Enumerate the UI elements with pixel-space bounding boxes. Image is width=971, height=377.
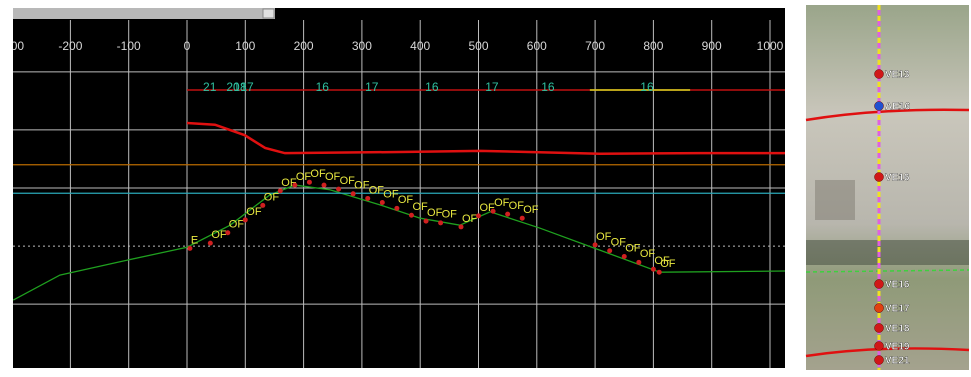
point-label: OF [211, 229, 227, 241]
point-label: OF [369, 184, 385, 196]
point-label: OF [611, 237, 627, 249]
survey-point [292, 183, 297, 188]
survey-point [260, 203, 265, 208]
map-marker [875, 356, 884, 365]
x-tick-label: 900 [702, 39, 722, 53]
survey-point [208, 241, 213, 246]
map-marker [875, 304, 884, 313]
x-tick-label: -100 [117, 39, 141, 53]
x-tick-label: 100 [235, 39, 255, 53]
screen: -300 -200 -100 0 100 200 300 400 500 600 700 800 900… [0, 0, 971, 372]
segment-label: 16 [541, 80, 555, 94]
survey-point [243, 217, 248, 222]
point-label: OF [325, 171, 341, 183]
map-marker-label: VE17 [885, 304, 910, 315]
survey-point [365, 196, 370, 201]
point-label: OF [383, 188, 399, 200]
segment-label: 21 [203, 80, 217, 94]
survey-point [607, 248, 612, 253]
x-tick-label: 500 [468, 39, 488, 53]
x-tick-label: 600 [527, 39, 547, 53]
point-label: OF [625, 242, 641, 254]
scrollbar[interactable] [13, 8, 275, 19]
point-label: OF [398, 194, 414, 206]
scroll-thumb[interactable] [263, 9, 274, 18]
survey-point [380, 200, 385, 205]
map-panel [806, 5, 969, 370]
point-label: OF [310, 168, 326, 180]
segment-label: 17 [365, 80, 379, 94]
map-marker [875, 324, 884, 333]
map-marker [875, 173, 884, 182]
structure [815, 180, 855, 220]
survey-point [278, 188, 283, 193]
point-label: OF [509, 200, 525, 212]
point-label: E [191, 234, 198, 246]
survey-point [394, 206, 399, 211]
map-marker-label: VE16 [885, 280, 910, 291]
segment-label: 16 [316, 80, 330, 94]
survey-point [438, 220, 443, 225]
survey-point [593, 242, 598, 247]
survey-point [322, 183, 327, 188]
survey-point [622, 254, 627, 259]
point-label: OF [246, 206, 262, 218]
point-label: OF [596, 231, 612, 243]
survey-point [307, 180, 312, 185]
point-label: OF [640, 248, 656, 260]
map-marker-label: AE16 [885, 102, 910, 113]
survey-point [336, 187, 341, 192]
survey-point [491, 209, 496, 214]
survey-point [657, 270, 662, 275]
x-tick-label: 1000 [757, 39, 784, 53]
point-label: OF [354, 180, 370, 192]
map-marker-label: VE19 [885, 342, 910, 353]
map-marker-label: VE18 [885, 324, 910, 335]
map-marker [875, 342, 884, 351]
point-label: OF [229, 219, 245, 231]
segment-label: 17 [485, 80, 499, 94]
survey-point [505, 212, 510, 217]
survey-point [424, 219, 429, 224]
survey-point [459, 224, 464, 229]
point-label: OF [462, 213, 478, 225]
map-marker-label: VE13 [885, 70, 910, 81]
x-tick-label: 700 [585, 39, 605, 53]
map-marker-label: VE21 [885, 356, 910, 367]
point-label: OF [442, 209, 458, 221]
segment-label: 16 [425, 80, 439, 94]
survey-point [476, 213, 481, 218]
point-label: OF [660, 258, 676, 270]
point-label: OF [523, 204, 539, 216]
point-label: OF [412, 201, 428, 213]
x-tick-label: -200 [58, 39, 82, 53]
survey-point [187, 246, 192, 251]
survey-point [225, 230, 230, 235]
map-marker [875, 102, 884, 111]
map-marker [875, 70, 884, 79]
point-label: OF [340, 175, 356, 187]
segment-label: 17 [240, 80, 254, 94]
buildings [806, 240, 969, 265]
point-label: OF [427, 207, 443, 219]
x-tick-label: 300 [352, 39, 372, 53]
survey-point [636, 260, 641, 265]
survey-point [351, 191, 356, 196]
x-tick-label: 200 [294, 39, 314, 53]
x-tick-label: 800 [643, 39, 663, 53]
page: -300 -200 -100 0 100 200 300 400 500 600 700 800 900… [0, 0, 971, 372]
map-marker-label: VE16 [885, 173, 910, 184]
segment-label: 16 [640, 80, 654, 94]
x-tick-label: -300 [0, 39, 24, 53]
x-tick-label: 400 [410, 39, 430, 53]
survey-point [520, 216, 525, 221]
x-tick-label: 0 [184, 39, 191, 53]
point-label: OF [494, 197, 510, 209]
survey-point [409, 213, 414, 218]
point-label: OF [264, 191, 280, 203]
map-marker [875, 280, 884, 289]
survey-point [651, 267, 656, 272]
